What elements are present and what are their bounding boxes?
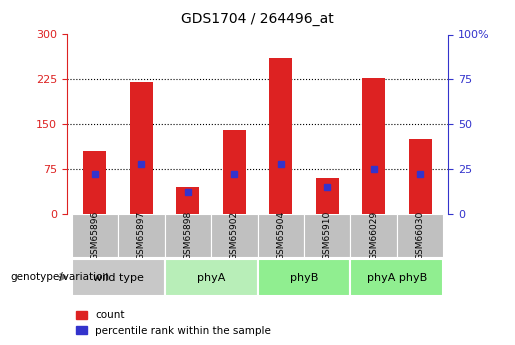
Text: phyA: phyA	[197, 273, 225, 283]
Bar	[316, 178, 339, 214]
Bar	[350, 259, 443, 296]
Text: genotype/variation: genotype/variation	[10, 272, 109, 282]
Text: wild type: wild type	[93, 273, 144, 283]
Bar	[165, 259, 258, 296]
Text: phyB: phyB	[290, 273, 318, 283]
Bar	[258, 214, 304, 257]
Text: GSM65896: GSM65896	[90, 211, 99, 260]
Bar	[408, 139, 432, 214]
Text: GSM65898: GSM65898	[183, 211, 192, 260]
Text: GSM66030: GSM66030	[416, 211, 425, 260]
Text: phyA phyB: phyA phyB	[367, 273, 427, 283]
Bar	[397, 214, 443, 257]
Bar	[83, 151, 107, 214]
Bar	[165, 214, 211, 257]
Text: GSM66029: GSM66029	[369, 211, 378, 260]
Bar	[118, 214, 165, 257]
Legend: count, percentile rank within the sample: count, percentile rank within the sample	[72, 306, 275, 340]
Text: GSM65910: GSM65910	[323, 211, 332, 260]
Bar	[258, 259, 350, 296]
Text: GDS1704 / 264496_at: GDS1704 / 264496_at	[181, 12, 334, 26]
Bar	[72, 214, 118, 257]
Text: GSM65897: GSM65897	[137, 211, 146, 260]
Bar	[211, 214, 258, 257]
Text: GSM65902: GSM65902	[230, 211, 239, 260]
Bar	[304, 214, 350, 257]
Text: GSM65904: GSM65904	[276, 211, 285, 260]
Bar	[176, 187, 199, 214]
Bar	[222, 130, 246, 214]
Bar	[130, 82, 153, 214]
Bar	[72, 259, 165, 296]
Bar	[350, 214, 397, 257]
Bar	[269, 58, 293, 214]
Bar	[362, 78, 385, 214]
